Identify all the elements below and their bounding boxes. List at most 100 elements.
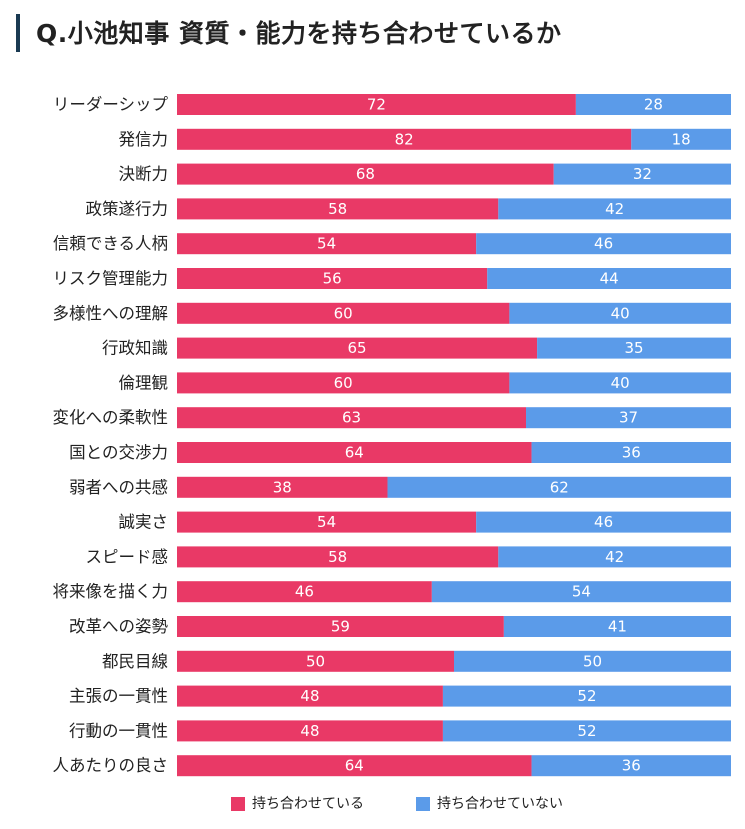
bar-have [177,581,432,603]
data-label-have: 72 [367,96,386,114]
bar-not-have [431,581,731,603]
category-label: 行政知識 [102,339,168,358]
bar-not-have [531,442,731,463]
data-label-have: 38 [273,478,292,496]
bar-have [177,616,504,637]
legend-swatch-not-have [416,797,430,811]
data-label-not-have: 28 [644,96,663,114]
category-label: 発信力 [119,130,169,149]
legend-label-have: 持ち合わせている [252,796,364,812]
bar-not-have [476,511,731,533]
legend-label-not-have: 持ち合わせていない [437,796,563,812]
category-label: 政策遂行力 [86,199,169,218]
data-label-have: 65 [348,339,367,357]
bar-have [177,407,527,429]
bar-not-have [387,476,731,498]
data-label-not-have: 46 [594,513,613,531]
bar-not-have [503,616,731,637]
data-label-not-have: 18 [672,130,691,148]
legend-swatch-have [231,797,245,811]
bar-have [177,163,554,185]
bar-not-have [487,268,731,289]
data-label-have: 46 [295,583,314,601]
bar-not-have [498,198,731,220]
bar-not-have [575,94,731,115]
data-label-not-have: 54 [572,583,591,601]
data-label-have: 48 [300,722,319,740]
bar-have [177,720,443,742]
data-label-not-have: 41 [608,618,627,636]
data-label-have: 64 [345,757,364,775]
bar-have [177,372,510,394]
data-label-not-have: 42 [605,548,624,566]
data-label-not-have: 50 [583,652,602,670]
data-label-not-have: 36 [622,757,641,775]
data-label-have: 59 [331,618,350,636]
bar-have [177,94,576,115]
data-label-have: 54 [317,235,336,253]
bar-not-have [553,163,731,185]
category-label: 将来像を描く力 [53,582,169,601]
category-label: リスク管理能力 [53,269,169,288]
data-label-not-have: 40 [611,304,630,322]
bar-have [177,546,499,568]
bar-not-have [537,337,731,359]
bar-have [177,755,532,777]
category-label: リーダーシップ [53,95,169,114]
data-label-have: 58 [328,548,347,566]
data-label-have: 48 [300,687,319,705]
data-label-not-have: 35 [625,339,644,357]
bar-not-have [509,372,731,394]
data-label-have: 60 [334,304,353,322]
data-label-not-have: 32 [633,165,652,183]
data-label-not-have: 36 [622,444,641,462]
data-label-have: 63 [342,409,361,427]
bar-have [177,650,454,672]
bar-not-have [498,546,731,568]
category-label: 弱者への共感 [69,478,168,497]
bar-have [177,511,477,533]
category-label: 国との交渉力 [69,443,168,462]
bar-have [177,268,488,289]
data-label-have: 50 [306,652,325,670]
bar-not-have [454,650,731,672]
category-label: 決断力 [119,165,169,184]
bar-not-have [509,302,731,324]
data-label-not-have: 42 [605,200,624,218]
category-label: 変化への柔軟性 [53,408,169,427]
title-accent-bar [16,14,20,52]
bar-not-have [531,755,731,777]
data-label-not-have: 52 [577,687,596,705]
category-label: 行動の一貫性 [69,721,168,740]
data-label-have: 68 [356,165,375,183]
bar-not-have [476,233,731,255]
data-label-have: 56 [323,270,342,288]
bar-have [177,198,499,220]
category-label: 改革への姿勢 [69,617,169,636]
bar-not-have [442,685,731,707]
category-label: 人あたりの良さ [53,756,169,775]
category-label: 多様性への理解 [53,304,169,323]
data-label-have: 64 [345,444,364,462]
data-label-have: 82 [395,130,414,148]
bar-have [177,476,388,498]
bar-not-have [442,720,731,742]
category-label: 都民目線 [102,652,168,671]
bar-not-have [526,407,731,429]
category-label: 倫理観 [119,373,169,392]
page-title: Q.小池知事 資質・能力を持ち合わせているか [36,19,562,48]
data-label-have: 60 [334,374,353,392]
data-label-not-have: 62 [550,478,569,496]
bar-have [177,128,632,150]
category-label: 主張の一貫性 [69,687,168,706]
bar-not-have [631,128,731,150]
category-label: 誠実さ [119,513,169,532]
data-label-not-have: 46 [594,235,613,253]
category-label: スピード感 [86,547,169,566]
bar-have [177,233,477,255]
data-label-have: 54 [317,513,336,531]
data-label-not-have: 52 [577,722,596,740]
data-label-have: 58 [328,200,347,218]
data-label-not-have: 37 [619,409,638,427]
